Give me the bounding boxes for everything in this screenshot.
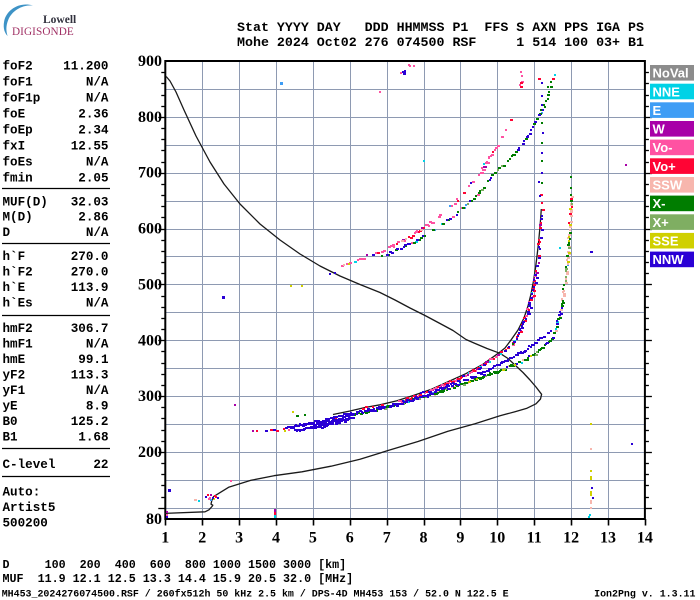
svg-text:Auto:: Auto: [3,485,41,499]
svg-text:1: 1 [161,530,169,547]
svg-text:400: 400 [138,332,162,349]
svg-text:C-level: C-level [3,458,56,472]
svg-text:Vo-: Vo- [653,140,673,155]
svg-text:99.1: 99.1 [78,353,109,367]
svg-text:500: 500 [138,276,162,293]
svg-text:1.68: 1.68 [78,431,108,445]
svg-text:yF2: yF2 [3,369,26,383]
svg-text:270.0: 270.0 [71,265,109,279]
svg-text:foE: foE [3,108,26,122]
svg-text:80: 80 [146,511,162,528]
svg-text:foEp: foEp [3,124,33,138]
svg-text:600: 600 [138,221,162,238]
svg-text:22: 22 [93,458,108,472]
svg-text:500200: 500200 [3,516,48,530]
svg-text:foF2: foF2 [3,60,33,74]
svg-text:N/A: N/A [86,297,109,311]
svg-text:D 100 200 400 600 800: D 100 200 400 600 800 1000 1500 3000 [km… [3,558,347,572]
svg-text:7: 7 [383,530,391,547]
svg-text:X+: X+ [653,215,670,230]
svg-text:11.200: 11.200 [63,60,108,74]
svg-text:2: 2 [198,530,206,547]
svg-text:Lowell: Lowell [43,14,76,26]
svg-text:12: 12 [563,530,579,547]
svg-text:B0: B0 [3,415,18,429]
svg-text:MH453_2024276074500.RSF / 260f: MH453_2024276074500.RSF / 260fx512h 50 k… [2,589,509,600]
svg-text:N/A: N/A [86,338,109,352]
svg-text:Mohe 2024 Oct02 276 074500 RSF: Mohe 2024 Oct02 276 074500 RSF 1 514 100… [237,35,644,50]
svg-text:5: 5 [309,530,317,547]
svg-text:yF1: yF1 [3,384,26,398]
svg-text:10: 10 [489,530,505,547]
svg-text:foF1p: foF1p [3,92,41,106]
svg-text:200: 200 [138,444,162,461]
svg-text:h`F2: h`F2 [3,265,33,279]
svg-text:h`E: h`E [3,281,26,295]
svg-text:hmF2: hmF2 [3,322,33,336]
svg-text:NNW: NNW [653,252,685,267]
svg-text:3: 3 [235,530,243,547]
svg-text:yE: yE [3,400,19,414]
svg-text:W: W [653,122,666,137]
svg-text:Vo+: Vo+ [653,159,677,174]
svg-text:2.86: 2.86 [78,211,108,225]
svg-text:hmF1: hmF1 [3,338,34,352]
svg-text:MUF 11.9 12.1 12.5 13.3 14.4: MUF 11.9 12.1 12.5 13.3 14.4 15.9 20.5 3… [3,572,354,586]
svg-text:900: 900 [138,53,162,70]
svg-text:N/A: N/A [86,76,109,90]
svg-text:9: 9 [456,530,464,547]
svg-text:E: E [653,103,662,118]
svg-text:foF1: foF1 [3,76,34,90]
svg-text:4: 4 [272,530,280,547]
svg-text:h`Es: h`Es [3,297,33,311]
svg-text:Stat YYYY DAY DDD HHMMSS P1: Stat YYYY DAY DDD HHMMSS P1 FFS S AXN PP… [237,20,644,35]
svg-text:hmE: hmE [3,353,26,367]
svg-text:306.7: 306.7 [71,322,109,336]
svg-text:113.9: 113.9 [71,281,109,295]
svg-text:MUF(D): MUF(D) [3,195,48,209]
svg-text:fxI: fxI [3,140,26,154]
svg-text:foEs: foEs [3,156,33,170]
svg-text:800: 800 [138,109,162,126]
svg-text:Ion2Png v. 1.3.11: Ion2Png v. 1.3.11 [594,589,695,600]
svg-text:113.3: 113.3 [71,369,109,383]
svg-text:8: 8 [420,530,428,547]
svg-text:32.03: 32.03 [71,195,109,209]
svg-text:X-: X- [653,196,666,211]
svg-text:D: D [3,226,11,240]
svg-text:h`F: h`F [3,250,26,264]
svg-text:SSE: SSE [653,234,679,249]
svg-text:fmin: fmin [3,172,33,186]
svg-text:N/A: N/A [86,156,109,170]
svg-text:11: 11 [527,530,542,547]
svg-text:6: 6 [346,530,354,547]
svg-text:SSW: SSW [653,178,683,193]
svg-text:125.2: 125.2 [71,415,109,429]
svg-text:N/A: N/A [86,226,109,240]
svg-text:NoVal: NoVal [653,66,689,81]
svg-text:12.55: 12.55 [71,140,109,154]
svg-text:700: 700 [138,165,162,182]
svg-text:14: 14 [637,530,653,547]
svg-text:8.9: 8.9 [86,400,109,414]
svg-text:DIGISONDE: DIGISONDE [12,26,74,38]
svg-text:2.34: 2.34 [78,124,109,138]
svg-text:270.0: 270.0 [71,250,109,264]
svg-text:300: 300 [138,388,162,405]
svg-text:N/A: N/A [86,92,109,106]
svg-text:N/A: N/A [86,384,109,398]
svg-text:B1: B1 [3,431,19,445]
svg-text:2.36: 2.36 [78,108,108,122]
svg-text:13: 13 [600,530,616,547]
svg-text:2.05: 2.05 [78,172,108,186]
svg-text:Artist5: Artist5 [3,501,56,515]
svg-text:NNE: NNE [653,84,681,99]
svg-text:M(D): M(D) [3,211,33,225]
